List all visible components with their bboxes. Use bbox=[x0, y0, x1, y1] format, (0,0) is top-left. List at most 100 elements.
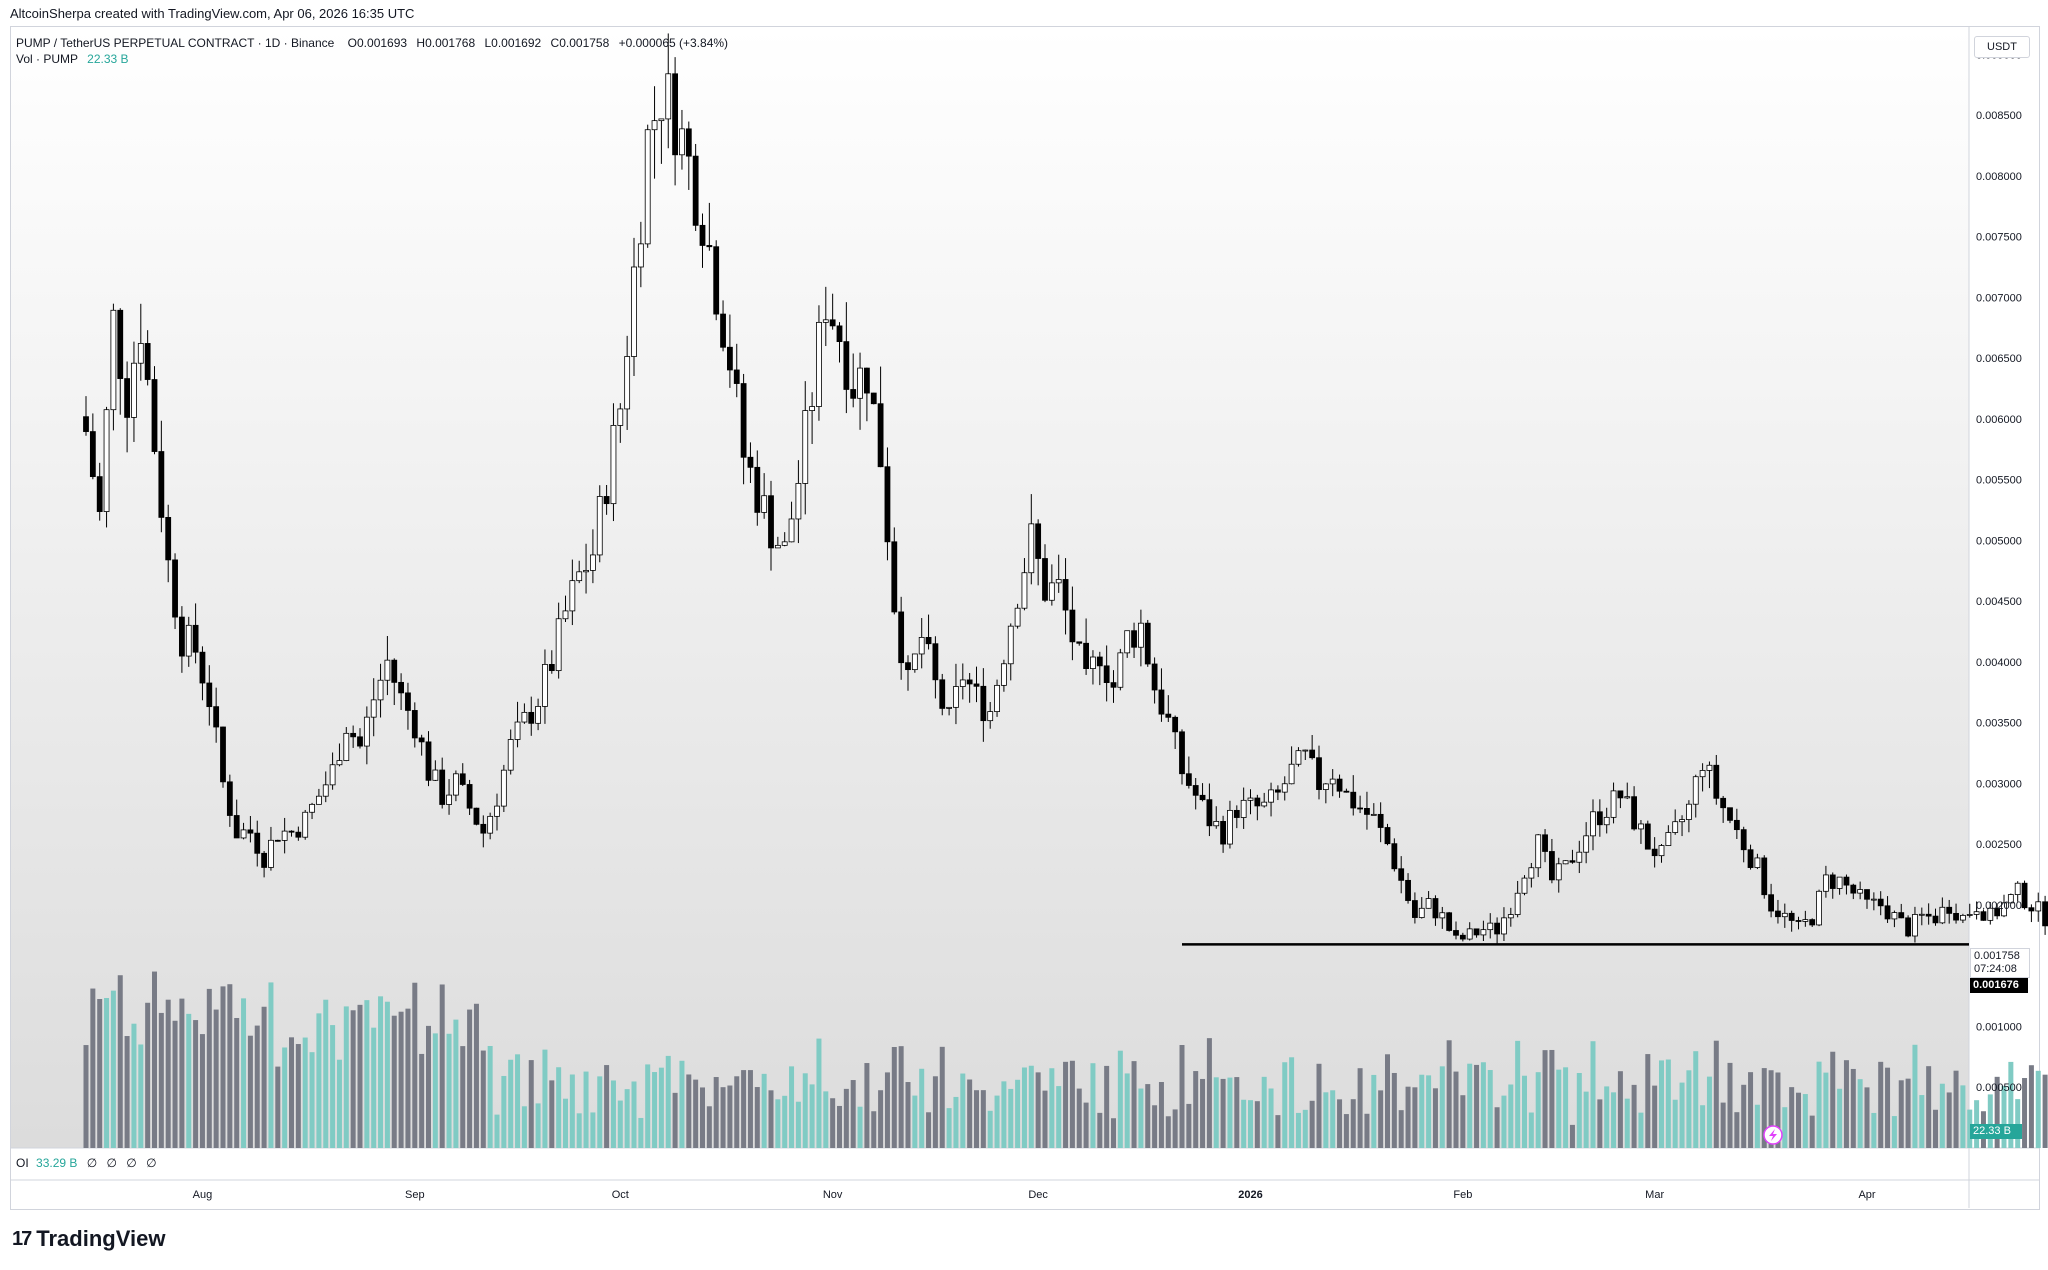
candle-body bbox=[727, 346, 733, 371]
volume-bar bbox=[782, 1095, 788, 1148]
volume-bar bbox=[1248, 1100, 1253, 1148]
candle-body bbox=[1350, 791, 1357, 809]
volume-bar bbox=[679, 1060, 685, 1148]
candle-body bbox=[733, 369, 740, 384]
volume-bar bbox=[1001, 1081, 1007, 1148]
volume-bar bbox=[926, 1112, 932, 1148]
volume-bar bbox=[1145, 1084, 1151, 1148]
volume-bar bbox=[1994, 1076, 2000, 1148]
volume-bar bbox=[364, 1000, 370, 1148]
volume-bar bbox=[1193, 1071, 1199, 1148]
volume-bar bbox=[1261, 1076, 1267, 1148]
volume-bar bbox=[795, 1101, 801, 1148]
volume-bar bbox=[638, 1117, 644, 1148]
currency-unit-button[interactable]: USDT bbox=[1974, 36, 2030, 58]
candle-body bbox=[590, 554, 596, 571]
volume-bar bbox=[1474, 1064, 1480, 1148]
ohlc-legend: PUMP / TetherUS PERPETUAL CONTRACT · 1D … bbox=[16, 34, 728, 52]
candle-body bbox=[870, 392, 877, 405]
volume-bar bbox=[1933, 1109, 1938, 1148]
candle-body bbox=[411, 710, 418, 739]
candle-body bbox=[651, 120, 658, 131]
volume-bar bbox=[604, 1065, 610, 1148]
volume-bar bbox=[1850, 1068, 1856, 1148]
volume-bar bbox=[1220, 1078, 1226, 1148]
candle-body bbox=[240, 829, 247, 839]
volume-bar bbox=[563, 1098, 568, 1148]
volume-bar bbox=[309, 1052, 315, 1148]
volume-bar bbox=[1700, 1105, 1706, 1148]
lightning-icon-bolt bbox=[1769, 1129, 1777, 1141]
volume-bar bbox=[2022, 1078, 2028, 1148]
volume-bar bbox=[1337, 1099, 1343, 1148]
candle-body bbox=[1247, 797, 1254, 801]
volume-bar bbox=[1090, 1063, 1096, 1148]
volume-bar bbox=[1282, 1062, 1288, 1148]
volume-bar bbox=[1097, 1112, 1103, 1148]
candle-body bbox=[685, 128, 692, 157]
candle-body bbox=[281, 830, 288, 841]
candle-body bbox=[144, 343, 151, 380]
candle-body bbox=[1302, 749, 1309, 752]
volume-bar bbox=[1316, 1063, 1322, 1148]
candle-body bbox=[226, 781, 233, 816]
volume-bar bbox=[487, 1045, 493, 1148]
volume-bar bbox=[1665, 1059, 1671, 1148]
volume-bar bbox=[1898, 1080, 1904, 1148]
candle-body bbox=[583, 569, 589, 573]
candle-body bbox=[384, 659, 391, 681]
volume-bar bbox=[898, 1046, 904, 1148]
candle-body bbox=[1083, 642, 1089, 669]
volume-bar bbox=[1405, 1086, 1411, 1148]
candle-body bbox=[843, 341, 850, 390]
candle-body bbox=[535, 706, 541, 724]
volume-bar bbox=[446, 1033, 452, 1148]
candle-body bbox=[336, 760, 343, 766]
volume-bar bbox=[1138, 1088, 1144, 1148]
candle-body bbox=[1473, 928, 1480, 936]
volume-bar bbox=[275, 1066, 281, 1148]
volume-bar bbox=[521, 1106, 527, 1148]
candle-body bbox=[83, 416, 89, 432]
volume-bar bbox=[268, 982, 274, 1148]
volume-bar bbox=[830, 1098, 836, 1148]
time-tick-label: Dec bbox=[1028, 1189, 1048, 1201]
volume-bar bbox=[1522, 1075, 1527, 1148]
candle-body bbox=[1665, 832, 1672, 846]
volume-bar bbox=[747, 1070, 753, 1148]
volume-bar bbox=[439, 984, 445, 1148]
volume-bar bbox=[1117, 1050, 1123, 1148]
candle-body bbox=[1048, 582, 1055, 601]
volume-bar bbox=[1713, 1040, 1719, 1148]
tradingview-logo[interactable]: 17 TradingView bbox=[12, 1226, 165, 1252]
volume-bar bbox=[720, 1087, 726, 1148]
time-tick-label: Sep bbox=[405, 1189, 425, 1201]
volume-bar bbox=[1412, 1087, 1418, 1148]
candle-body bbox=[617, 408, 624, 426]
volume-bar bbox=[528, 1060, 534, 1148]
volume-bar bbox=[809, 1084, 815, 1148]
candle-body bbox=[213, 706, 220, 728]
candle-body bbox=[295, 831, 302, 838]
candle-body bbox=[1466, 928, 1473, 940]
candle-body bbox=[1405, 879, 1411, 901]
candle-body bbox=[1138, 622, 1144, 648]
candle-body bbox=[315, 795, 322, 805]
candle-body bbox=[1076, 641, 1083, 644]
candle-body bbox=[1377, 813, 1384, 828]
candle-body bbox=[596, 496, 603, 556]
candle-body bbox=[1823, 874, 1829, 892]
candle-body bbox=[1117, 652, 1124, 688]
candle-body bbox=[966, 679, 973, 685]
volume-bar bbox=[316, 1013, 322, 1148]
candle-body bbox=[1528, 867, 1535, 879]
volume-bar bbox=[213, 1009, 219, 1148]
volume-bar bbox=[179, 998, 185, 1148]
candle-body bbox=[1987, 907, 1994, 921]
price-tick-label: 0.007500 bbox=[1976, 232, 2022, 244]
candle-body bbox=[1192, 785, 1199, 796]
time-tick-label: Oct bbox=[612, 1189, 629, 1201]
volume-bar bbox=[974, 1090, 979, 1148]
candle-body bbox=[432, 769, 439, 781]
